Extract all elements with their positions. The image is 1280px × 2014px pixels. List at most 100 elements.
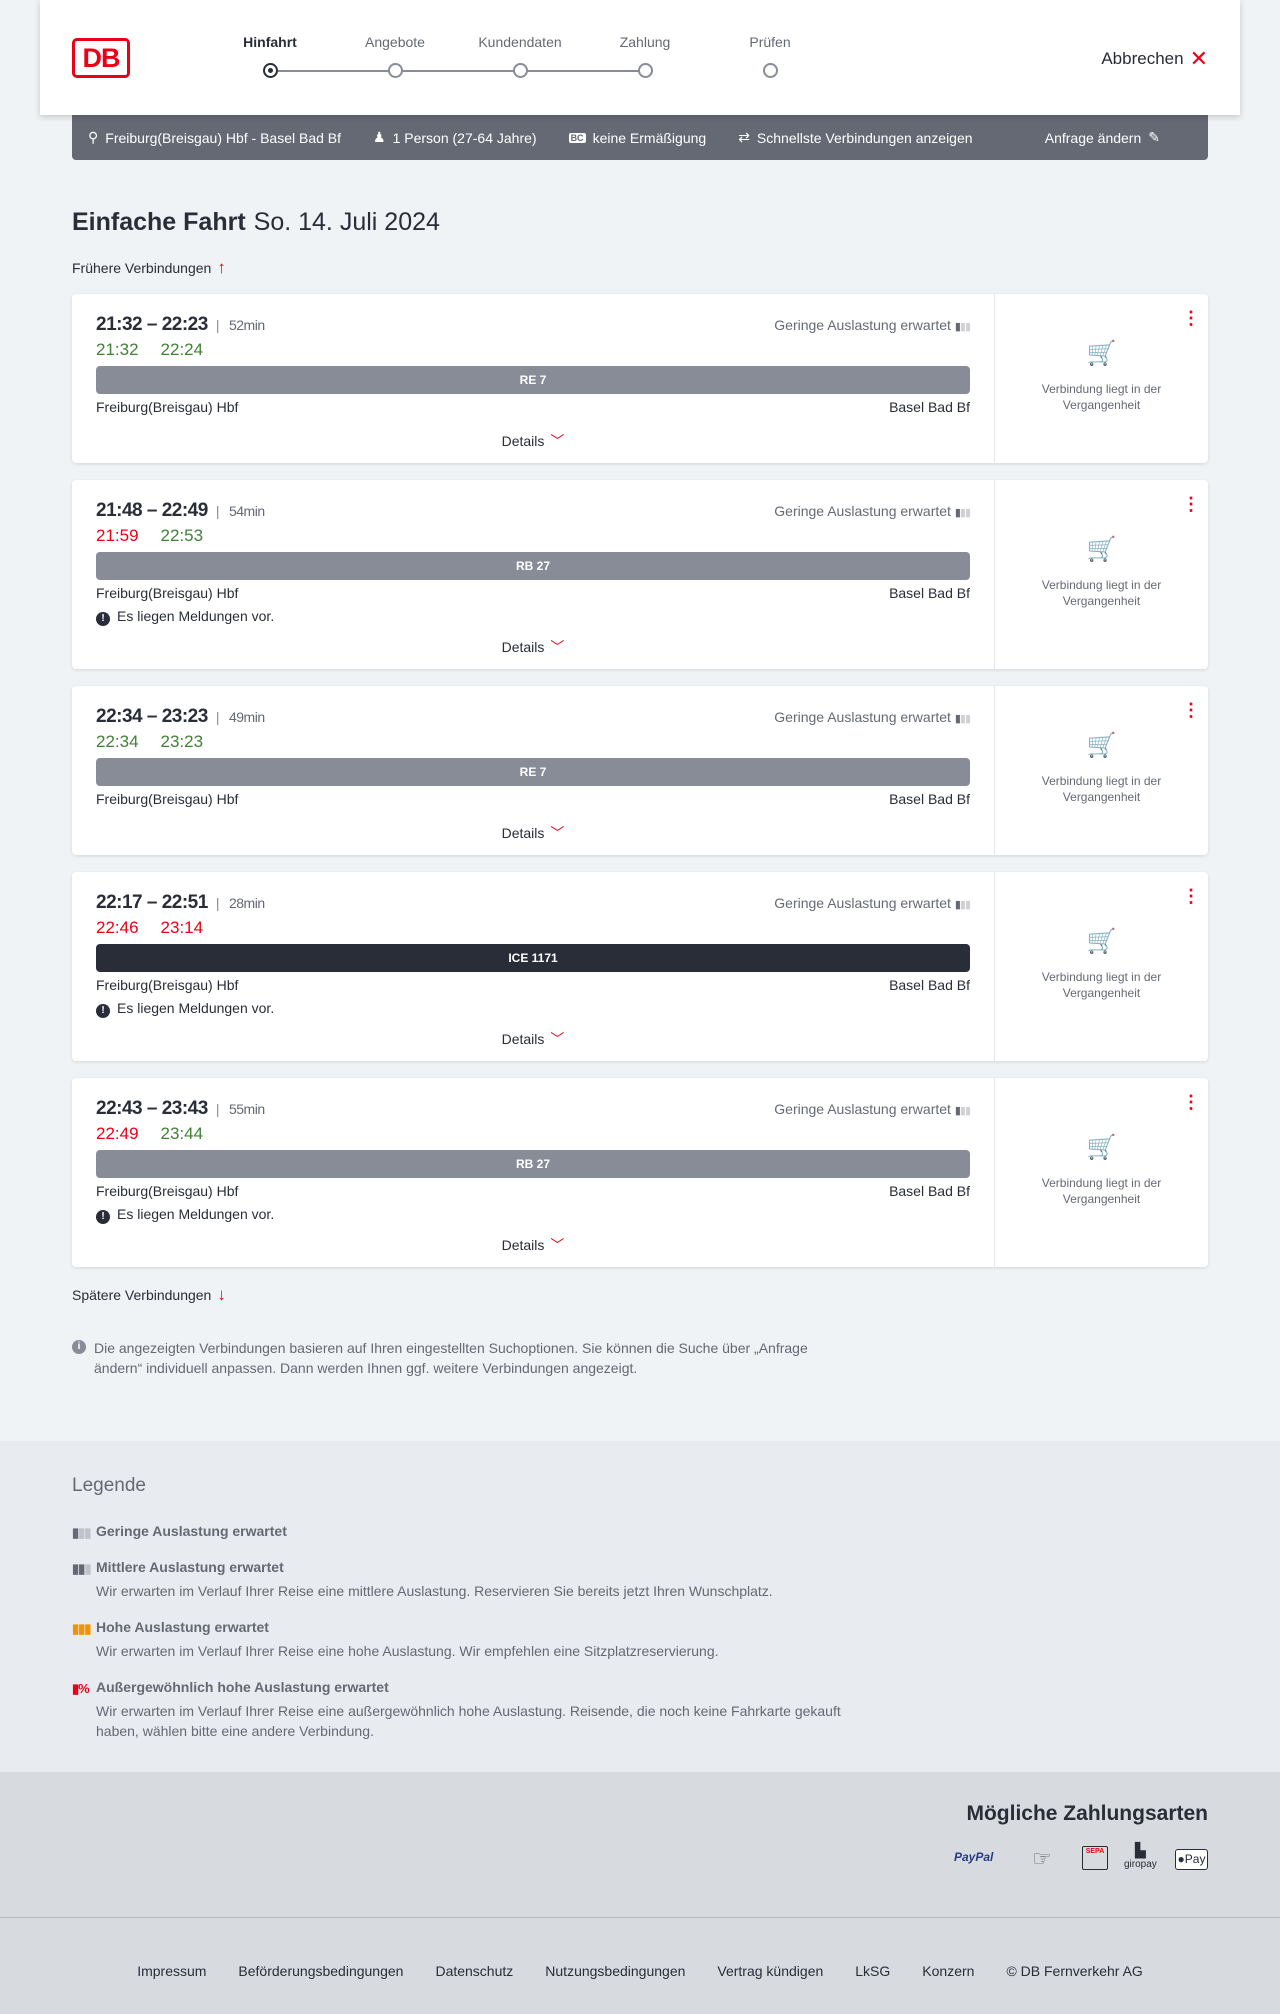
booking-status: ⋮ 🛒 Verbindung liegt in der Vergangenhei… <box>994 294 1208 463</box>
footer-link-nutzungsbedingungen[interactable]: Nutzungsbedingungen <box>545 1963 686 1979</box>
payment-methods-section: Mögliche Zahlungsarten PayPal ☞ SEPA ▙ gi… <box>0 1772 1280 1917</box>
details-toggle[interactable]: Details ﹀ <box>72 823 994 843</box>
edit-label: Anfrage ändern <box>1044 129 1142 146</box>
arrival-station: Basel Bad Bf <box>889 791 970 807</box>
occupancy-medium-icon: ▮▮▮ <box>72 1561 91 1576</box>
departure-station: Freiburg(Breisgau) Hbf <box>96 791 239 807</box>
realtime-departure: 21:32 <box>96 340 139 359</box>
details-toggle[interactable]: Details ﹀ <box>72 1029 994 1049</box>
message-notice: ! Es liegen Meldungen vor. <box>96 1206 274 1224</box>
more-options-icon[interactable]: ⋮ <box>1182 886 1200 906</box>
edit-request-button[interactable]: Anfrage ändern ✎ <box>1045 129 1160 146</box>
occupancy-low-icon: ▮▮▮ <box>954 321 971 333</box>
realtime-departure: 22:46 <box>96 918 139 937</box>
step-dot <box>388 63 403 78</box>
details-label: Details <box>501 1237 545 1253</box>
realtime-times: 22:49 23:44 <box>96 1124 225 1144</box>
more-options-icon[interactable]: ⋮ <box>1182 308 1200 328</box>
connection-info: 21:48 – 22:49 54min 21:59 22:53 Geringe Au… <box>72 480 994 669</box>
departure-station: Freiburg(Breisgau) Hbf <box>96 399 239 415</box>
more-options-icon[interactable]: ⋮ <box>1182 1092 1200 1112</box>
footer-link-lksg[interactable]: LkSG <box>855 1963 891 1979</box>
message-text: Es liegen Meldungen vor. <box>117 1000 275 1016</box>
credit-card-icon: ☞ <box>1032 1846 1052 1871</box>
occupancy-text: Geringe Auslastung erwartet <box>774 709 951 725</box>
realtime-times: 21:59 22:53 <box>96 526 225 546</box>
earlier-label: Frühere Verbindungen <box>72 260 212 276</box>
booking-status: ⋮ 🛒 Verbindung liegt in der Vergangenhei… <box>994 1078 1208 1267</box>
persons-summary: ♟ 1 Person (27-64 Jahre) <box>373 129 537 146</box>
message-notice: ! Es liegen Meldungen vor. <box>96 608 274 626</box>
legend-item-text: Wir erwarten im Verlauf Ihrer Reise eine… <box>96 1703 841 1739</box>
legend-item-title: Mittlere Auslastung erwartet <box>96 1559 284 1575</box>
cancel-button[interactable]: Abbrechen ✕ <box>1101 46 1208 72</box>
more-options-icon[interactable]: ⋮ <box>1182 494 1200 514</box>
occupancy-low-icon: ▮▮▮ <box>954 1105 971 1117</box>
realtime-times: 21:32 22:24 <box>96 340 225 360</box>
details-toggle[interactable]: Details ﹀ <box>72 431 994 451</box>
legend-item-low: ▮▮▮ Geringe Auslastung erwartet <box>72 1523 872 1540</box>
legend-item-medium: ▮▮▮ Mittlere Auslastung erwartet Wir erwar… <box>72 1559 872 1601</box>
duration: 54min <box>216 503 265 519</box>
occupancy-low-icon: ▮▮▮ <box>72 1525 91 1540</box>
occupancy-text: Geringe Auslastung erwartet <box>774 895 951 911</box>
time-range: 22:43 – 23:43 <box>96 1098 208 1119</box>
search-summary-bar: ⚲ Freiburg(Breisgau) Hbf - Basel Bad Bf ♟… <box>72 115 1208 160</box>
occupancy-low-icon: ▮▮▮ <box>954 899 971 911</box>
occupancy-low-icon: ▮▮▮ <box>954 507 971 519</box>
pencil-icon: ✎ <box>1148 129 1160 145</box>
realtime-arrival: 23:14 <box>160 918 204 937</box>
occupancy-info: Geringe Auslastung erwartet ▮▮▮ <box>774 317 971 333</box>
details-toggle[interactable]: Details ﹀ <box>72 637 994 657</box>
more-options-icon[interactable]: ⋮ <box>1182 700 1200 720</box>
details-label: Details <box>501 639 545 655</box>
booking-status: ⋮ 🛒 Verbindung liegt in der Vergangenhei… <box>994 480 1208 669</box>
earlier-connections-link[interactable]: Frühere Verbindungen ↑ <box>72 258 226 278</box>
apple-pay-logo: ●Pay <box>1175 1849 1208 1870</box>
alert-icon: ! <box>96 612 110 626</box>
realtime-departure: 21:59 <box>96 526 139 545</box>
occupancy-text: Geringe Auslastung erwartet <box>774 503 951 519</box>
paypal-logo: PayPal <box>954 1850 994 1864</box>
fastest-toggle[interactable]: ⇄ Schnellste Verbindungen anzeigen <box>738 129 972 146</box>
footer-link-datenschutz[interactable]: Datenschutz <box>435 1963 514 1979</box>
realtime-arrival: 22:53 <box>160 526 204 545</box>
realtime-departure: 22:34 <box>96 732 139 751</box>
footer-link-impressum[interactable]: Impressum <box>137 1963 207 1979</box>
cart-unavailable-icon: 🛒 <box>1086 1133 1117 1161</box>
later-connections-link[interactable]: Spätere Verbindungen ↓ <box>72 1285 226 1305</box>
occupancy-low-icon: ▮▮▮ <box>954 713 971 725</box>
planned-times: 22:43 – 23:43 55min <box>96 1098 265 1120</box>
duration: 52min <box>216 317 265 333</box>
time-range: 21:48 – 22:49 <box>96 500 208 521</box>
db-logo[interactable]: DB <box>72 38 130 78</box>
legend-item-text: Wir erwarten im Verlauf Ihrer Reise eine… <box>96 1583 773 1599</box>
arrival-station: Basel Bad Bf <box>889 977 970 993</box>
giropay-logo: ▙ giropay <box>1124 1842 1157 1870</box>
step-hinfahrt[interactable]: Hinfahrt <box>210 34 330 78</box>
realtime-times: 22:46 23:14 <box>96 918 225 938</box>
alert-icon: ! <box>96 1004 110 1018</box>
discount-text: keine Ermäßigung <box>592 129 707 146</box>
train-bar: RB 27 <box>96 552 970 580</box>
details-toggle[interactable]: Details ﹀ <box>72 1235 994 1255</box>
chevron-down-icon: ﹀ <box>550 1031 565 1047</box>
connection-info: 21:32 – 22:23 52min 21:32 22:24 Geringe Au… <box>72 294 994 463</box>
page-title: Einfache Fahrt So. 14. Juli 2024 <box>72 208 440 237</box>
footer-link-konzern[interactable]: Konzern <box>922 1963 975 1979</box>
person-icon: ♟ <box>373 129 386 145</box>
connection-card: 21:32 – 22:23 52min 21:32 22:24 Geringe Au… <box>72 294 1208 463</box>
footer-link-vertrag-kuendigen[interactable]: Vertrag kündigen <box>717 1963 824 1979</box>
step-angebote: Angebote <box>335 34 455 78</box>
legend-item-title: Geringe Auslastung erwartet <box>96 1523 287 1539</box>
legend-item-high: ▮▮▮ Hohe Auslastung erwartet Wir erwarten … <box>72 1619 872 1661</box>
chevron-down-icon: ﹀ <box>550 639 565 655</box>
alert-icon: ! <box>96 1210 110 1224</box>
past-connection-text: Verbindung liegt in der Vergangenheit <box>1041 381 1162 412</box>
booking-header: DB Hinfahrt Angebote Kundendaten Zahlung… <box>40 0 1240 115</box>
message-text: Es liegen Meldungen vor. <box>117 1206 275 1222</box>
step-zahlung: Zahlung <box>585 34 705 78</box>
footer-link-befoerderungsbedingungen[interactable]: Beförderungsbedingungen <box>238 1963 404 1979</box>
connection-card: 22:17 – 22:51 28min 22:46 23:14 Geringe Au… <box>72 872 1208 1061</box>
details-label: Details <box>501 1031 545 1047</box>
